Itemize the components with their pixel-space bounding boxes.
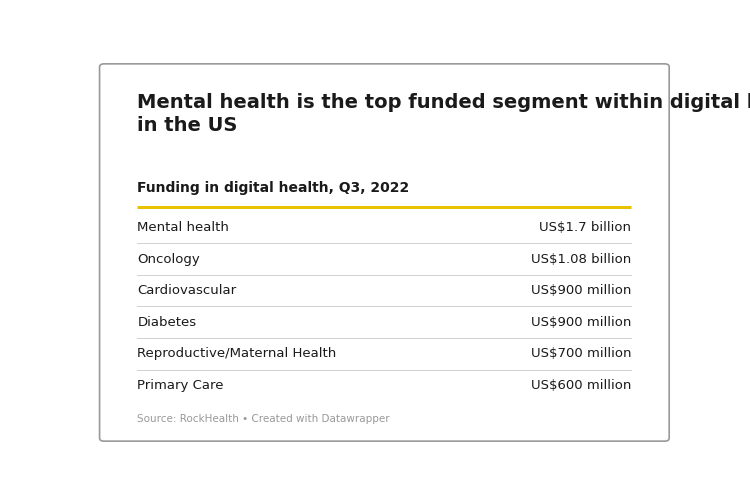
Text: Reproductive/Maternal Health: Reproductive/Maternal Health <box>137 348 337 360</box>
Text: Primary Care: Primary Care <box>137 379 224 392</box>
Text: Mental health is the top funded segment within digital health
in the US: Mental health is the top funded segment … <box>137 92 750 135</box>
Text: US$1.7 billion: US$1.7 billion <box>539 221 632 234</box>
Text: US$900 million: US$900 million <box>531 316 632 328</box>
Text: Funding in digital health, Q3, 2022: Funding in digital health, Q3, 2022 <box>137 182 410 196</box>
Text: Mental health: Mental health <box>137 221 230 234</box>
Text: US$600 million: US$600 million <box>531 379 632 392</box>
Text: Diabetes: Diabetes <box>137 316 196 328</box>
Text: Source: RockHealth • Created with Datawrapper: Source: RockHealth • Created with Datawr… <box>137 414 390 424</box>
Text: US$1.08 billion: US$1.08 billion <box>531 252 632 266</box>
Text: US$700 million: US$700 million <box>531 348 632 360</box>
FancyBboxPatch shape <box>100 64 669 441</box>
Text: US$900 million: US$900 million <box>531 284 632 297</box>
Text: Cardiovascular: Cardiovascular <box>137 284 236 297</box>
Text: Oncology: Oncology <box>137 252 200 266</box>
